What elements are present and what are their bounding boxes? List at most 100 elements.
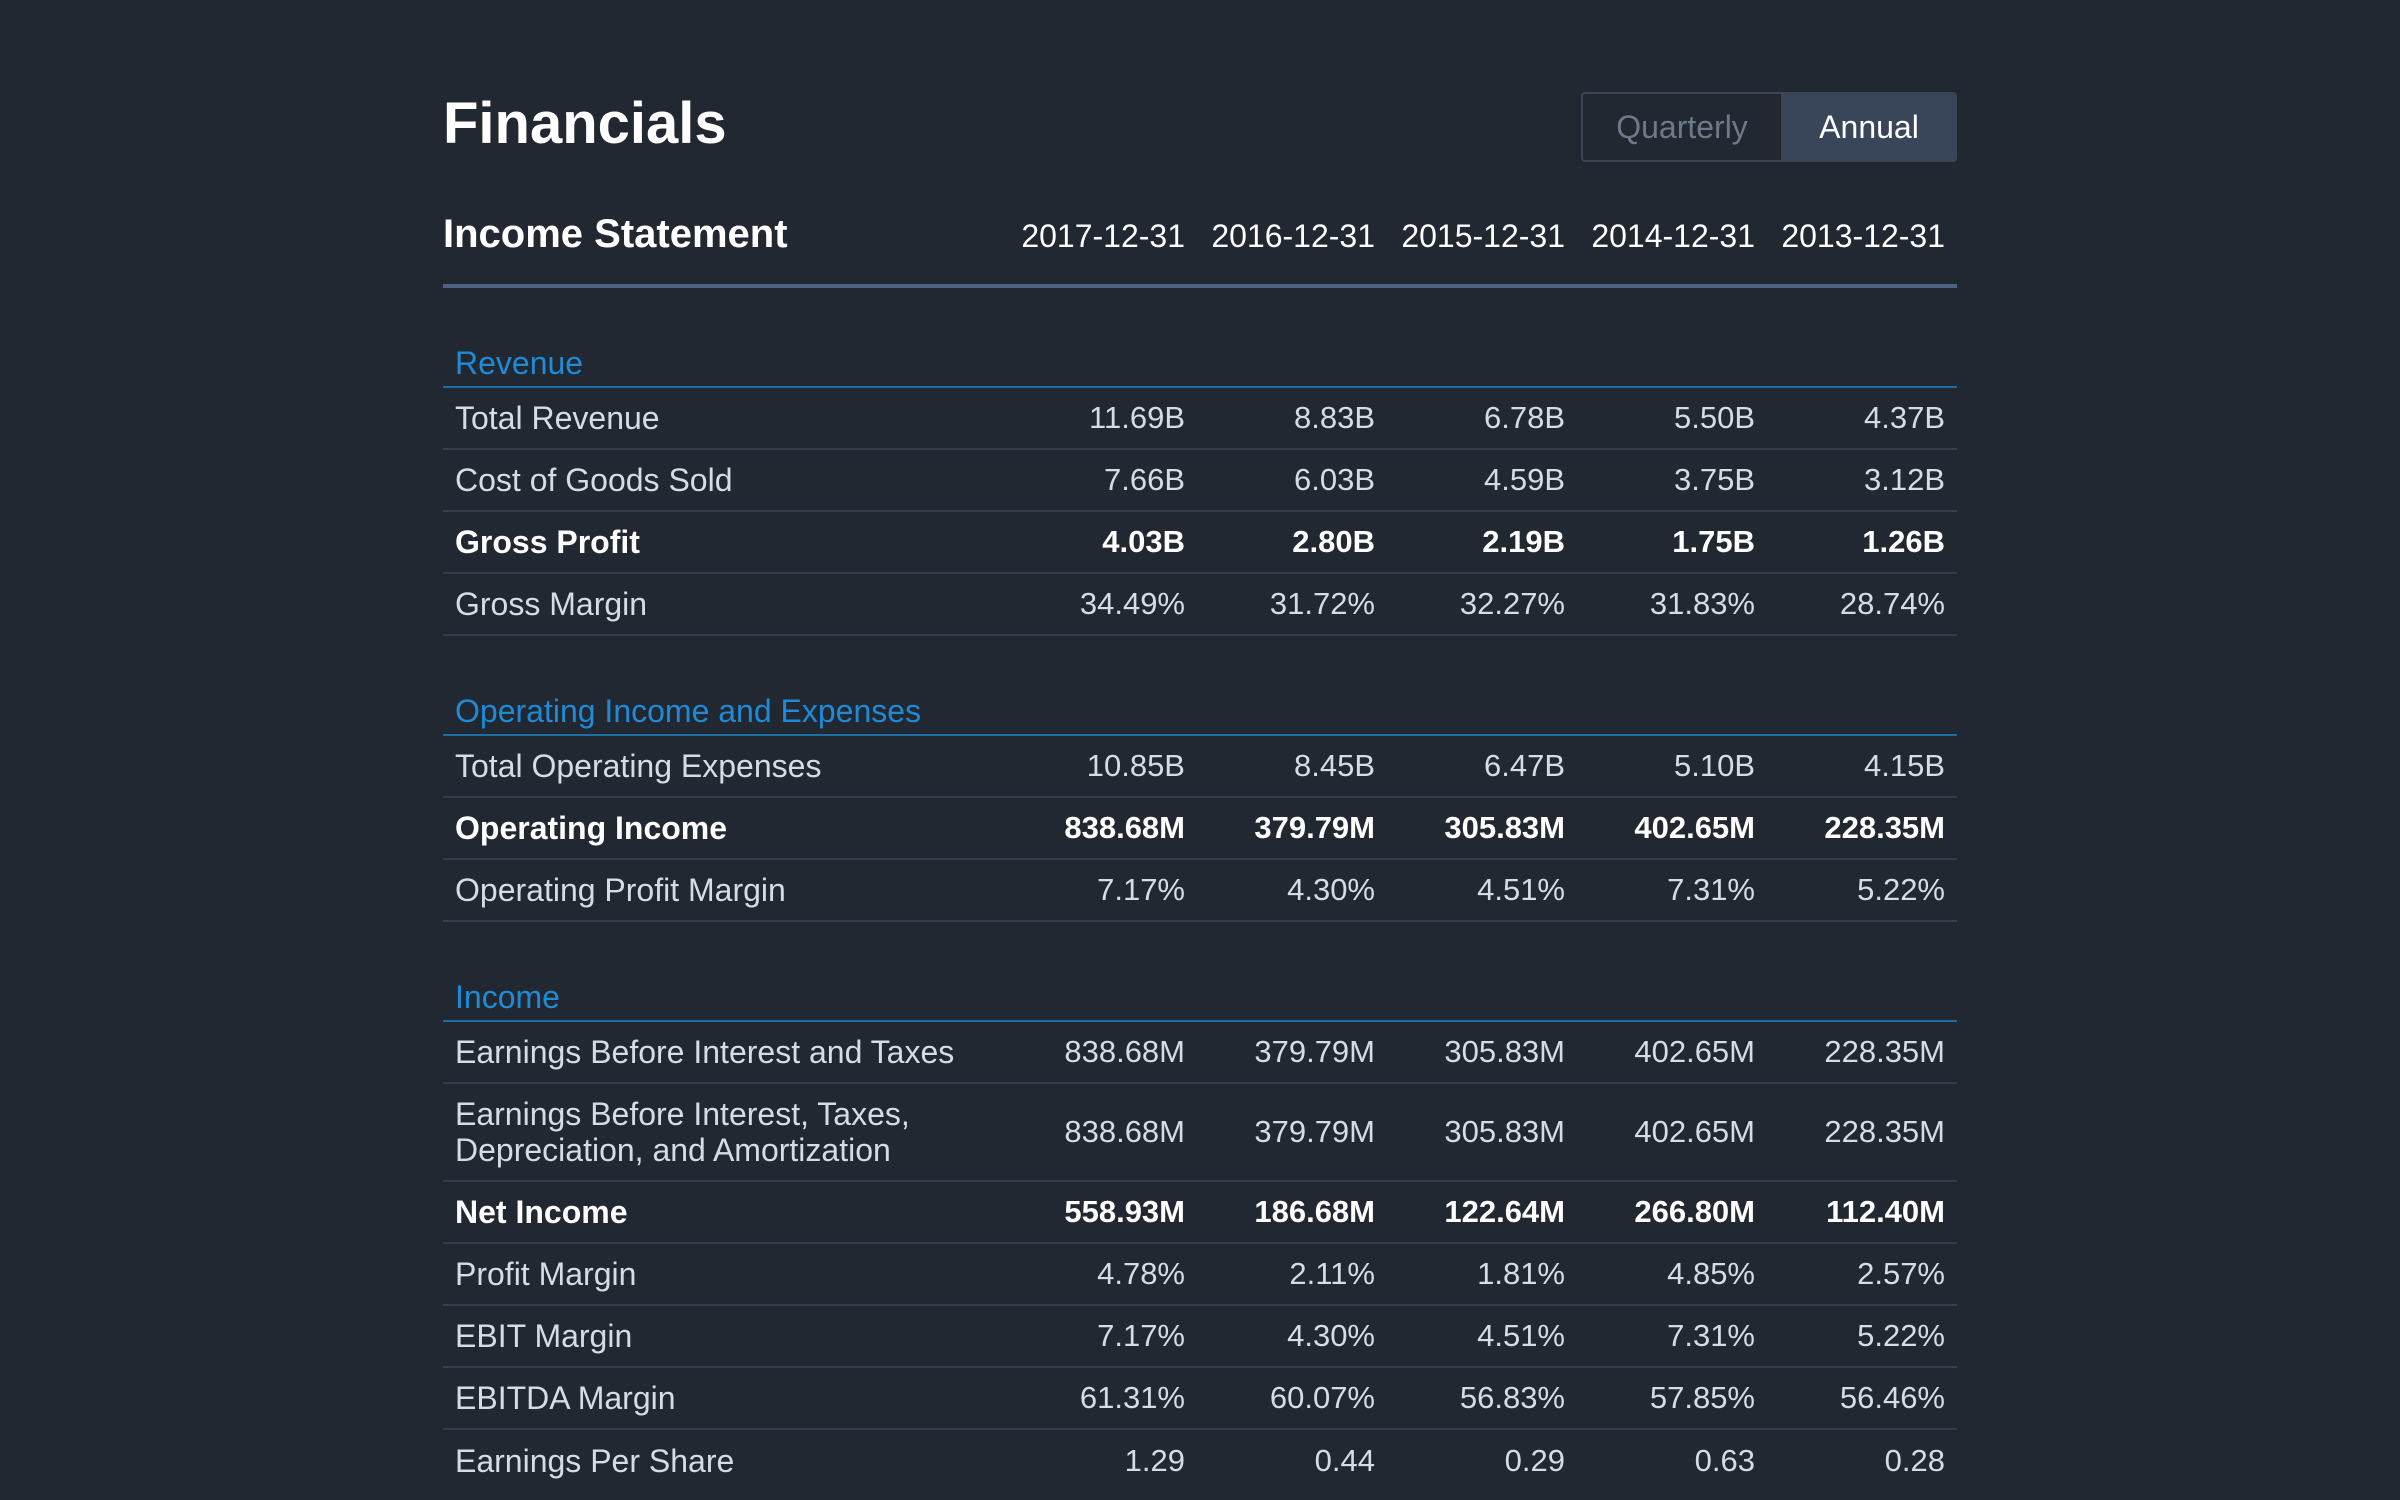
cell-value: 4.37B bbox=[1863, 400, 1945, 435]
cell-value: 6.78B bbox=[1483, 400, 1565, 435]
column-header: 2013-12-31 bbox=[1781, 218, 1945, 254]
row-label: Net Income bbox=[455, 1194, 628, 1230]
row-label: Gross Profit bbox=[455, 524, 640, 560]
cell-value: 8.45B bbox=[1293, 748, 1375, 783]
cell-value: 8.83B bbox=[1293, 400, 1375, 435]
cell-value: 0.29 bbox=[1504, 1443, 1565, 1478]
statement-header: Income Statement 2017-12-31 2016-12-31 2… bbox=[443, 200, 1957, 288]
cell-value: 402.65M bbox=[1634, 1034, 1755, 1069]
section-title: Operating Income and Expenses bbox=[443, 676, 1957, 736]
cell-value: 7.17% bbox=[1097, 872, 1185, 907]
cell-value: 305.83M bbox=[1444, 810, 1565, 845]
cell-value: 7.31% bbox=[1667, 872, 1755, 907]
table-row: Gross Profit 4.03B 2.80B 2.19B 1.75B 1.26B bbox=[443, 512, 1957, 574]
cell-value: 402.65M bbox=[1634, 1114, 1755, 1149]
table-row: Earnings Per Share 1.29 0.44 0.29 0.63 0.28 bbox=[443, 1430, 1957, 1492]
page-title: Financials bbox=[443, 91, 727, 156]
cell-value: 0.28 bbox=[1884, 1443, 1945, 1478]
column-header: 2014-12-31 bbox=[1591, 218, 1755, 254]
cell-value: 558.93M bbox=[1064, 1194, 1185, 1229]
cell-value: 6.47B bbox=[1483, 748, 1565, 783]
table-row: Earnings Before Interest, Taxes, Depreci… bbox=[443, 1084, 1957, 1182]
quarterly-button[interactable]: Quarterly bbox=[1583, 94, 1783, 160]
statement-section: Income Earnings Before Interest and Taxes… bbox=[443, 962, 1957, 1492]
cell-value: 3.75B bbox=[1673, 462, 1755, 497]
row-label: Profit Margin bbox=[455, 1256, 637, 1292]
cell-value: 305.83M bbox=[1444, 1034, 1565, 1069]
cell-value: 60.07% bbox=[1269, 1380, 1375, 1415]
cell-value: 10.85B bbox=[1086, 748, 1185, 783]
row-label: Operating Profit Margin bbox=[455, 872, 786, 908]
cell-value: 28.74% bbox=[1839, 586, 1945, 621]
statement-section: Revenue Total Revenue 11.69B 8.83B 6.78B 5.50… bbox=[443, 328, 1957, 636]
cell-value: 1.75B bbox=[1672, 524, 1755, 559]
column-header: 2017-12-31 bbox=[1021, 218, 1185, 254]
cell-value: 2.11% bbox=[1289, 1256, 1375, 1291]
cell-value: 1.29 bbox=[1124, 1443, 1185, 1478]
cell-value: 1.26B bbox=[1862, 524, 1945, 559]
cell-value: 379.79M bbox=[1254, 810, 1375, 845]
cell-value: 6.03B bbox=[1293, 462, 1375, 497]
table-row: Total Operating Expenses 10.85B 8.45B 6.47B… bbox=[443, 736, 1957, 798]
cell-value: 4.30% bbox=[1287, 1318, 1375, 1353]
row-label: Cost of Goods Sold bbox=[455, 462, 733, 498]
row-label: Earnings Before Interest and Taxes bbox=[455, 1034, 955, 1070]
header-row: Financials Quarterly Annual bbox=[443, 90, 1957, 180]
cell-value: 4.85% bbox=[1667, 1256, 1755, 1291]
row-label: Earnings Before Interest, Taxes, Depreci… bbox=[455, 1096, 910, 1168]
cell-value: 186.68M bbox=[1254, 1194, 1375, 1229]
cell-value: 4.03B bbox=[1102, 524, 1185, 559]
table-row: Operating Profit Margin 7.17% 4.30% 4.51% 7.… bbox=[443, 860, 1957, 922]
statement-section: Operating Income and Expenses Total Opera… bbox=[443, 676, 1957, 922]
cell-value: 0.63 bbox=[1694, 1443, 1755, 1478]
cell-value: 379.79M bbox=[1254, 1114, 1375, 1149]
cell-value: 305.83M bbox=[1444, 1114, 1565, 1149]
cell-value: 112.40M bbox=[1826, 1194, 1945, 1229]
cell-value: 266.80M bbox=[1634, 1194, 1755, 1229]
annual-button[interactable]: Annual bbox=[1783, 94, 1955, 160]
row-label: Gross Margin bbox=[455, 586, 648, 622]
cell-value: 5.10B bbox=[1673, 748, 1755, 783]
cell-value: 4.51% bbox=[1477, 1318, 1565, 1353]
section-title: Income bbox=[443, 962, 1957, 1022]
cell-value: 402.65M bbox=[1634, 810, 1755, 845]
table-row: Profit Margin 4.78% 2.11% 1.81% 4.85% 2.57% bbox=[443, 1244, 1957, 1306]
cell-value: 4.30% bbox=[1287, 872, 1375, 907]
row-label: Total Revenue bbox=[455, 400, 660, 436]
column-header: 2016-12-31 bbox=[1211, 218, 1375, 254]
cell-value: 32.27% bbox=[1459, 586, 1565, 621]
row-label: Earnings Per Share bbox=[455, 1443, 735, 1479]
cell-value: 838.68M bbox=[1064, 1034, 1185, 1069]
cell-value: 3.12B bbox=[1863, 462, 1945, 497]
cell-value: 5.22% bbox=[1857, 1318, 1945, 1353]
table-row: Net Income 558.93M 186.68M 122.64M 266.80M 11… bbox=[443, 1182, 1957, 1244]
cell-value: 4.15B bbox=[1863, 748, 1945, 783]
cell-value: 56.83% bbox=[1459, 1380, 1565, 1415]
cell-value: 379.79M bbox=[1254, 1034, 1375, 1069]
table-row: Operating Income 838.68M 379.79M 305.83M 402… bbox=[443, 798, 1957, 860]
statement-title: Income Statement bbox=[443, 212, 788, 256]
cell-value: 7.31% bbox=[1667, 1318, 1755, 1353]
cell-value: 5.50B bbox=[1673, 400, 1755, 435]
cell-value: 4.78% bbox=[1097, 1256, 1185, 1291]
cell-value: 0.44 bbox=[1314, 1443, 1375, 1478]
cell-value: 31.72% bbox=[1269, 586, 1375, 621]
row-label: EBITDA Margin bbox=[455, 1380, 676, 1416]
cell-value: 228.35M bbox=[1824, 1034, 1945, 1069]
cell-value: 228.35M bbox=[1824, 1114, 1945, 1149]
cell-value: 61.31% bbox=[1079, 1380, 1185, 1415]
period-toggle: Quarterly Annual bbox=[1581, 92, 1957, 162]
cell-value: 31.83% bbox=[1649, 586, 1755, 621]
table-row: EBIT Margin 7.17% 4.30% 4.51% 7.31% 5.22% bbox=[443, 1306, 1957, 1368]
table-row: Total Revenue 11.69B 8.83B 6.78B 5.50B 4.37B bbox=[443, 388, 1957, 450]
table-row: Earnings Before Interest and Taxes 838.68… bbox=[443, 1022, 1957, 1084]
row-label: Total Operating Expenses bbox=[455, 748, 822, 784]
cell-value: 7.17% bbox=[1097, 1318, 1185, 1353]
statement-sections: Revenue Total Revenue 11.69B 8.83B 6.78B 5.50… bbox=[443, 328, 1957, 1492]
cell-value: 4.51% bbox=[1477, 872, 1565, 907]
cell-value: 57.85% bbox=[1649, 1380, 1755, 1415]
cell-value: 5.22% bbox=[1857, 872, 1945, 907]
cell-value: 11.69B bbox=[1089, 400, 1185, 435]
cell-value: 2.57% bbox=[1857, 1256, 1945, 1291]
table-row: Cost of Goods Sold 7.66B 6.03B 4.59B 3.75B 3.… bbox=[443, 450, 1957, 512]
